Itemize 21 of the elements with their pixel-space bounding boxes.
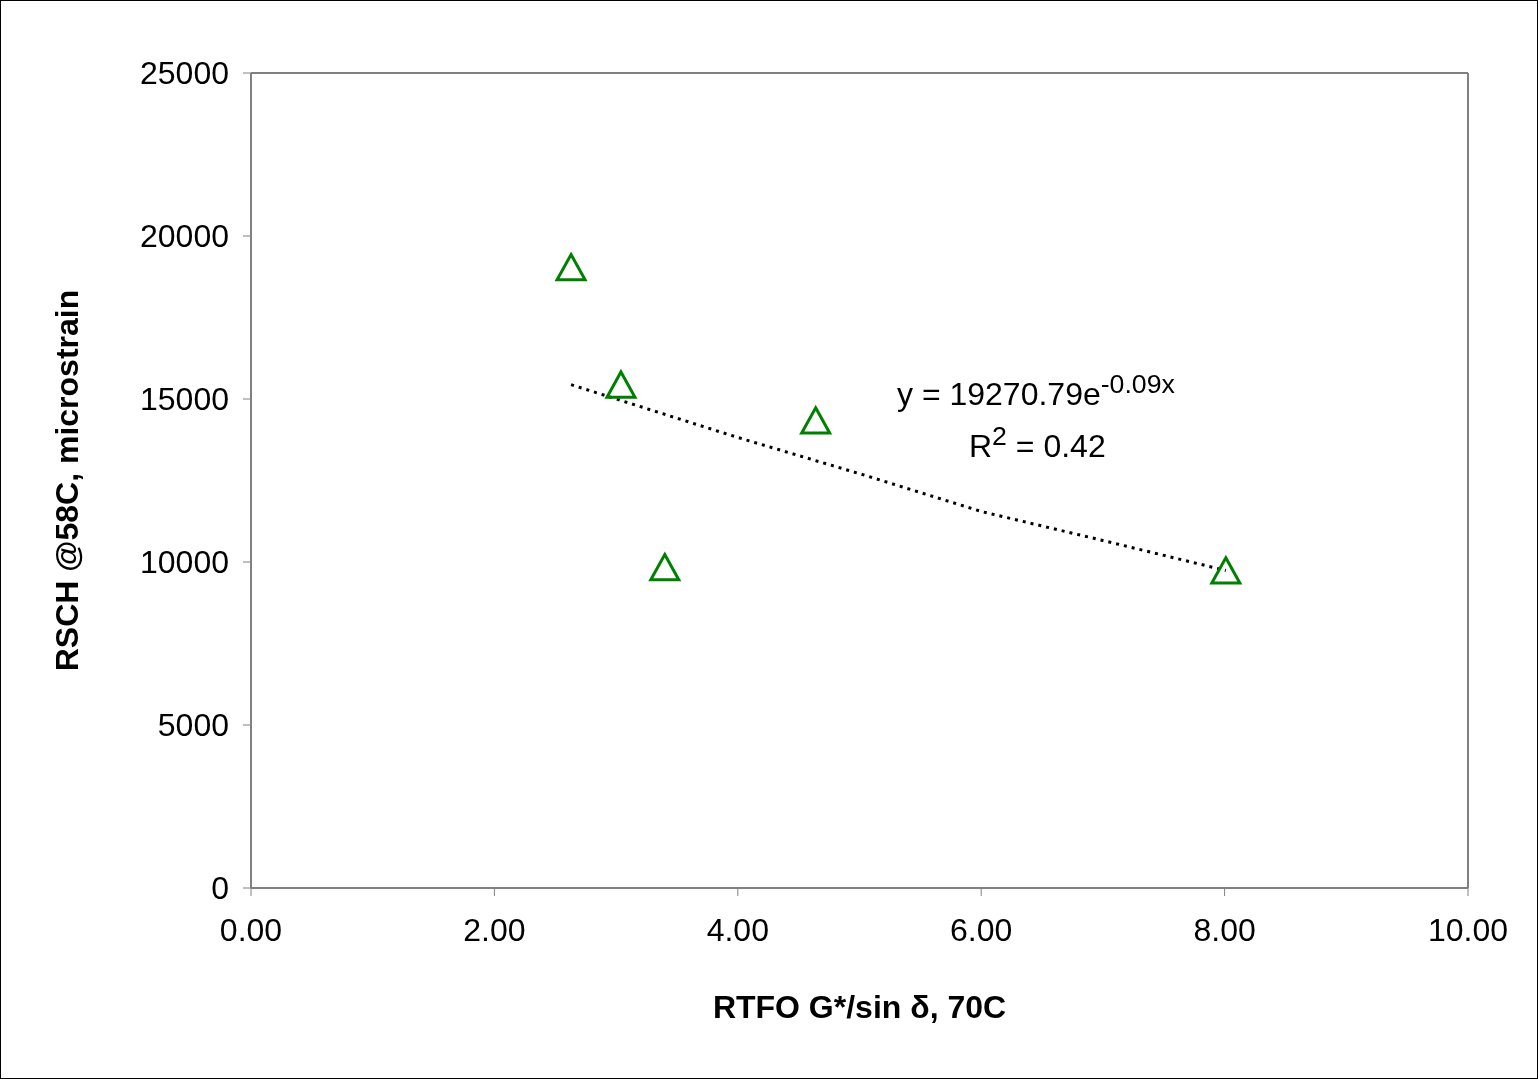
y-tick-label: 25000 — [140, 55, 229, 92]
x-tick-label: 4.00 — [706, 911, 769, 948]
x-tick-label: 6.00 — [950, 911, 1013, 948]
y-tick-label: 20000 — [140, 218, 229, 255]
y-tick-label: 15000 — [140, 381, 229, 418]
x-axis-title: RTFO G*/sin δ, 70C — [712, 989, 1007, 1025]
x-tick-label: 0.00 — [219, 911, 283, 948]
y-axis-title: RSCH @58C, microstrain — [49, 289, 86, 672]
x-tick-label: 2.00 — [463, 911, 526, 948]
point — [605, 370, 637, 399]
y-tick-label: 0 — [211, 870, 229, 907]
point — [800, 406, 832, 435]
annotation: R$^{2}$ = 0.42 — [969, 421, 1106, 465]
point — [649, 553, 681, 582]
annotation: y = 19270.79e$^{-0.09x}$ — [897, 369, 1175, 413]
x-tick-label: 8.00 — [1193, 911, 1256, 948]
point — [555, 253, 587, 282]
point — [1210, 556, 1242, 585]
y-tick-label: 5000 — [157, 707, 229, 744]
y-tick-label: 10000 — [140, 544, 229, 581]
x-tick-label: 10.00 — [1427, 911, 1509, 948]
